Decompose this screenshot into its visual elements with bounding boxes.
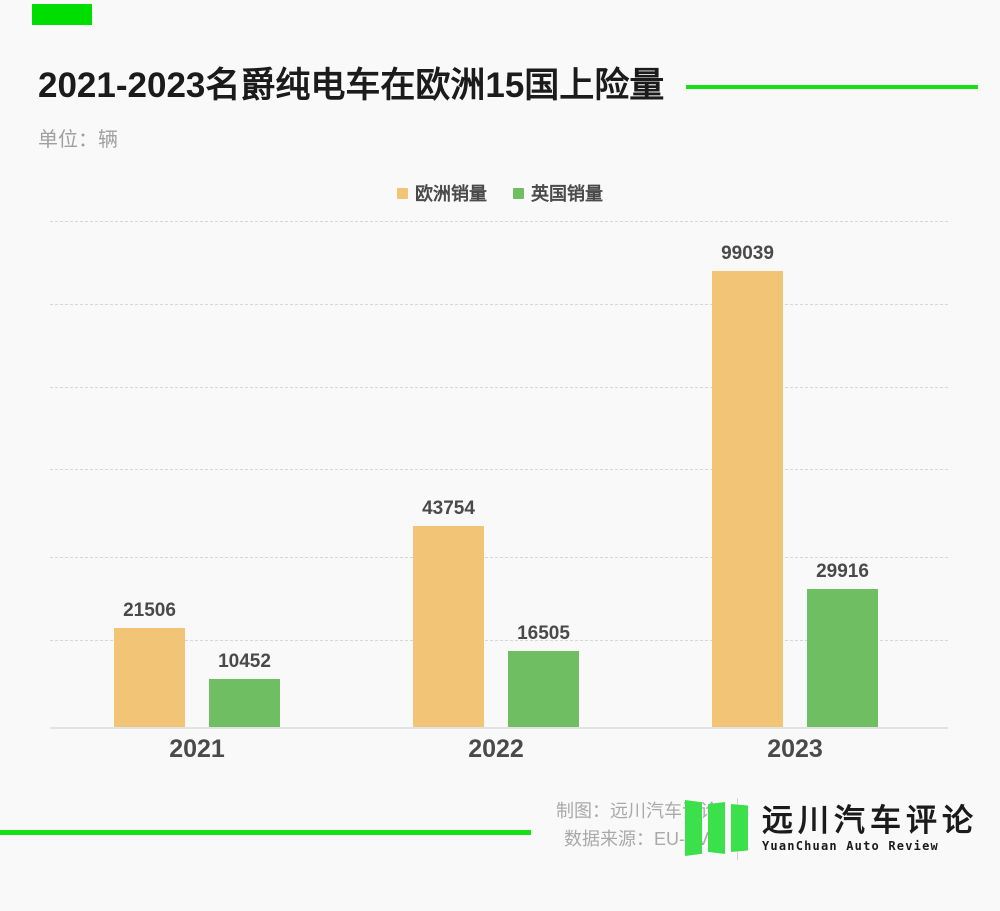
brand-name-en: YuanChuan Auto Review	[762, 839, 939, 854]
chart-bar[interactable]	[508, 651, 579, 727]
chart-credits: 制图：远川汽车评论 数据来源：EU-EVs	[556, 798, 718, 854]
chart-gridline	[50, 221, 948, 222]
chart-gridline	[50, 639, 948, 641]
chart-bar-value-label: 99039	[721, 243, 774, 265]
legend-label-uk: 英国销量	[531, 184, 603, 204]
title-rule	[686, 85, 978, 89]
credit-source: 数据来源：EU-EVs	[563, 828, 718, 849]
chart-gridline	[50, 386, 948, 388]
brand-bar-2-icon	[708, 802, 725, 854]
chart-gridline	[50, 469, 948, 471]
brand-name-cn: 远川汽车评论	[762, 802, 978, 838]
chart-bar[interactable]	[712, 271, 783, 727]
chart-baseline	[50, 727, 948, 729]
chart-bar-value-label: 16505	[517, 623, 570, 645]
chart-bar[interactable]	[114, 628, 185, 727]
brand-mark-icon	[685, 800, 748, 858]
credit-author: 制图：远川汽车评论	[556, 801, 718, 821]
chart-unit-subtitle: 单位：辆	[38, 129, 118, 151]
chart-gridline	[50, 556, 948, 558]
legend-swatch-europe	[397, 187, 408, 199]
page-title: 2021-2023名爵纯电车在欧洲15国上险量	[38, 65, 665, 105]
title-row: 2021-2023名爵纯电车在欧洲15国上险量	[38, 62, 978, 108]
footer-rule	[0, 830, 531, 835]
brand-text: 远川汽车评论 YuanChuan Auto Review	[762, 802, 978, 854]
legend-swatch-uk	[513, 187, 524, 199]
chart-x-tick-label: 2022	[468, 735, 524, 763]
legend-item-uk[interactable]: 英国销量	[513, 180, 603, 206]
chart-bar-value-label: 21506	[123, 600, 176, 622]
chart-bar-value-label: 10452	[218, 650, 271, 672]
chart-x-tick-label: 2023	[767, 735, 823, 763]
chart-bar[interactable]	[807, 589, 878, 727]
chart-gridline	[50, 303, 948, 305]
chart-plot-area: 21506 10452 43754 16505 99039 29916	[50, 221, 948, 729]
chart-x-tick-label: 2021	[169, 735, 225, 763]
chart-x-axis: 2021 2022 2023	[50, 735, 948, 775]
chart-bar[interactable]	[413, 525, 484, 727]
legend-label-europe: 欧洲销量	[415, 184, 487, 204]
brand-logo: 远川汽车评论 YuanChuan Auto Review	[685, 800, 978, 858]
legend-item-europe[interactable]: 欧洲销量	[397, 180, 487, 206]
brand-bar-1-icon	[685, 800, 702, 856]
brand-bar-3-icon	[731, 804, 748, 852]
chart-bar-value-label: 43754	[422, 497, 475, 519]
chart-legend: 欧洲销量 英国销量	[0, 180, 1000, 206]
chart-bar-value-label: 29916	[816, 561, 869, 583]
accent-block	[32, 4, 92, 25]
chart-bar[interactable]	[209, 678, 280, 727]
